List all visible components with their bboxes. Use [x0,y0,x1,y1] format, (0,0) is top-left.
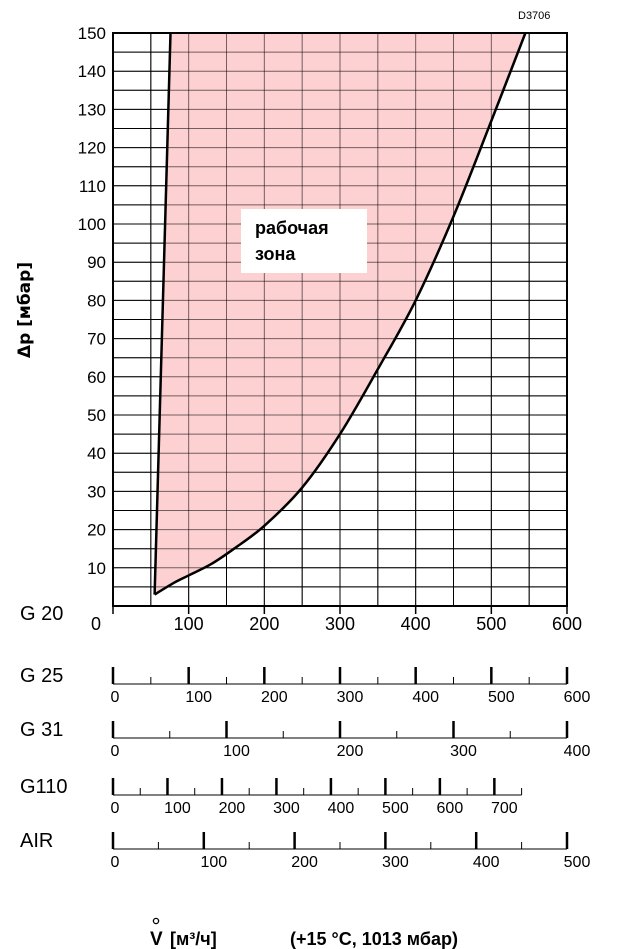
gas-scales: G 20 0 100 200 300 400 500 600 G 25 0 100 200 300 400… [20,603,590,871]
gas-name: G110 [20,776,67,798]
y-tick-label: 70 [87,330,106,349]
footer-unit: [м³/ч] [170,929,217,949]
scale-label: 200 [219,800,246,817]
y-tick-labels: 10 20 30 40 50 60 70 80 90 100 110 120 130 140 150 [78,24,106,578]
scale-label: 0 [111,689,120,706]
chart-code: D3706 [518,10,550,22]
scale-label: 300 [382,854,409,871]
y-tick-label: 140 [78,62,106,81]
gas-name: G 25 [20,665,63,687]
scale-label: 100 [174,614,204,634]
zone-label-line1: рабочая [255,218,329,238]
y-tick-label: 40 [87,444,106,463]
scale-label: 600 [552,614,582,634]
left-boundary-line [153,32,172,595]
y-tick-label: 60 [87,368,106,387]
scale-label: 500 [382,800,409,817]
gas-scale: G 25 0 100 200 300 400 500 600 [20,665,590,706]
y-tick-label: 30 [87,482,106,501]
y-tick-label: 130 [78,100,106,119]
y-tick-label: 80 [87,291,106,310]
scale-label: 500 [488,689,515,706]
scale-label: 300 [325,614,355,634]
scale-label: 300 [337,689,364,706]
scale-label: 500 [476,614,506,634]
y-axis-label: Δp [мбар] [15,262,35,358]
scale-label: 0 [111,743,120,760]
right-boundary-curve [153,32,527,596]
scale-label: 100 [164,800,191,817]
scale-label: 300 [450,743,477,760]
scale-label: 300 [273,800,300,817]
scale-label: 700 [491,800,518,817]
scale-label: 0 [111,800,120,817]
scale-label: 400 [401,614,431,634]
y-tick-label: 20 [87,521,106,540]
y-tick-label: 110 [79,177,106,196]
scale-label: 0 [111,854,120,871]
gas-scale: G 20 0 100 200 300 400 500 600 [20,603,582,634]
scale-label: 0 [91,614,101,634]
y-tick-label: 50 [87,406,106,425]
footer-conditions: (+15 °C, 1013 мбар) [290,929,458,949]
gas-scale: G 31 0 100 200 300 400 [20,719,590,760]
scale-label: 200 [291,854,318,871]
scale-label: 400 [473,854,500,871]
scale-label: 100 [185,689,212,706]
scale-label: 200 [249,614,279,634]
y-tick-label: 90 [87,253,106,272]
gas-name: G 31 [20,719,63,741]
scale-label: 600 [564,689,591,706]
gas-scale: AIR 0 100 200 300 400 500 [20,830,590,871]
flow-dot-icon [152,917,160,925]
scale-label: 400 [564,743,591,760]
gas-name: AIR [20,830,53,852]
y-tick-label: 150 [78,24,106,43]
gas-name: G 20 [20,603,63,625]
y-tick-label: 100 [78,215,106,234]
scale-label: 500 [564,854,591,871]
footer-flow-symbol: V [150,929,163,949]
zone-label-line2: зона [255,244,296,264]
scale-label: 400 [412,689,439,706]
scale-label: 200 [261,689,288,706]
scale-label: 100 [200,854,227,871]
scale-label: 100 [223,743,250,760]
scale-label: 200 [337,743,364,760]
y-tick-label: 10 [87,559,106,578]
zone-label-background [241,209,367,273]
gas-scale: G110 0 100 200 300 400 500 600 700 [20,776,523,817]
scale-label: 400 [328,800,355,817]
y-tick-label: 120 [78,139,106,158]
scale-label: 600 [437,800,464,817]
